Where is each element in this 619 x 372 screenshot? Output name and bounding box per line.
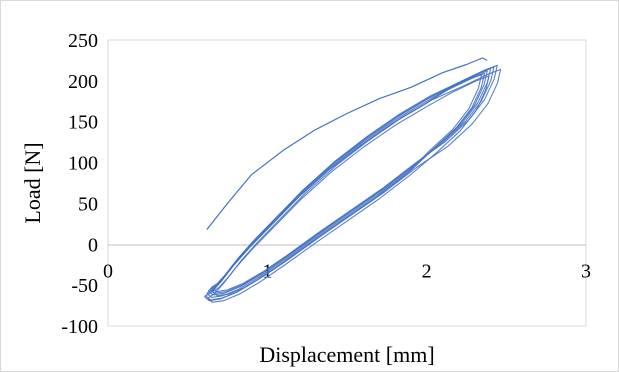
- hysteresis-loop-line: [206, 70, 488, 298]
- y-tick-label: -50: [71, 275, 98, 297]
- hysteresis-loop-line: [209, 66, 495, 294]
- plot-area: [107, 39, 587, 327]
- y-tick-label: -100: [61, 316, 98, 338]
- series-layer: [204, 57, 502, 303]
- y-tick-labels: -100 -50 0 50 100 150 200 250: [61, 30, 98, 338]
- y-tick-label: 0: [88, 234, 98, 256]
- x-tick-label: 3: [581, 260, 591, 282]
- y-tick-label: 50: [78, 193, 98, 215]
- x-axis-title: Displacement [mm]: [259, 342, 434, 367]
- y-tick-label: 150: [68, 112, 98, 134]
- hysteresis-loop-line: [207, 68, 492, 296]
- x-tick-label: 2: [422, 260, 432, 282]
- hysteresis-loop-line: [212, 68, 502, 297]
- y-axis-title: Load [N]: [20, 142, 45, 223]
- y-tick-label: 200: [68, 71, 98, 93]
- hysteresis-loop-line: [207, 75, 490, 303]
- initial-loading-line: [206, 57, 488, 230]
- x-tick-label: 0: [103, 260, 113, 282]
- y-tick-label: 250: [68, 30, 98, 52]
- hysteresis-loop-line: [204, 73, 483, 302]
- hysteresis-loop-line: [205, 72, 486, 301]
- hysteresis-loop-line: [210, 64, 498, 293]
- y-tick-label: 100: [68, 153, 98, 175]
